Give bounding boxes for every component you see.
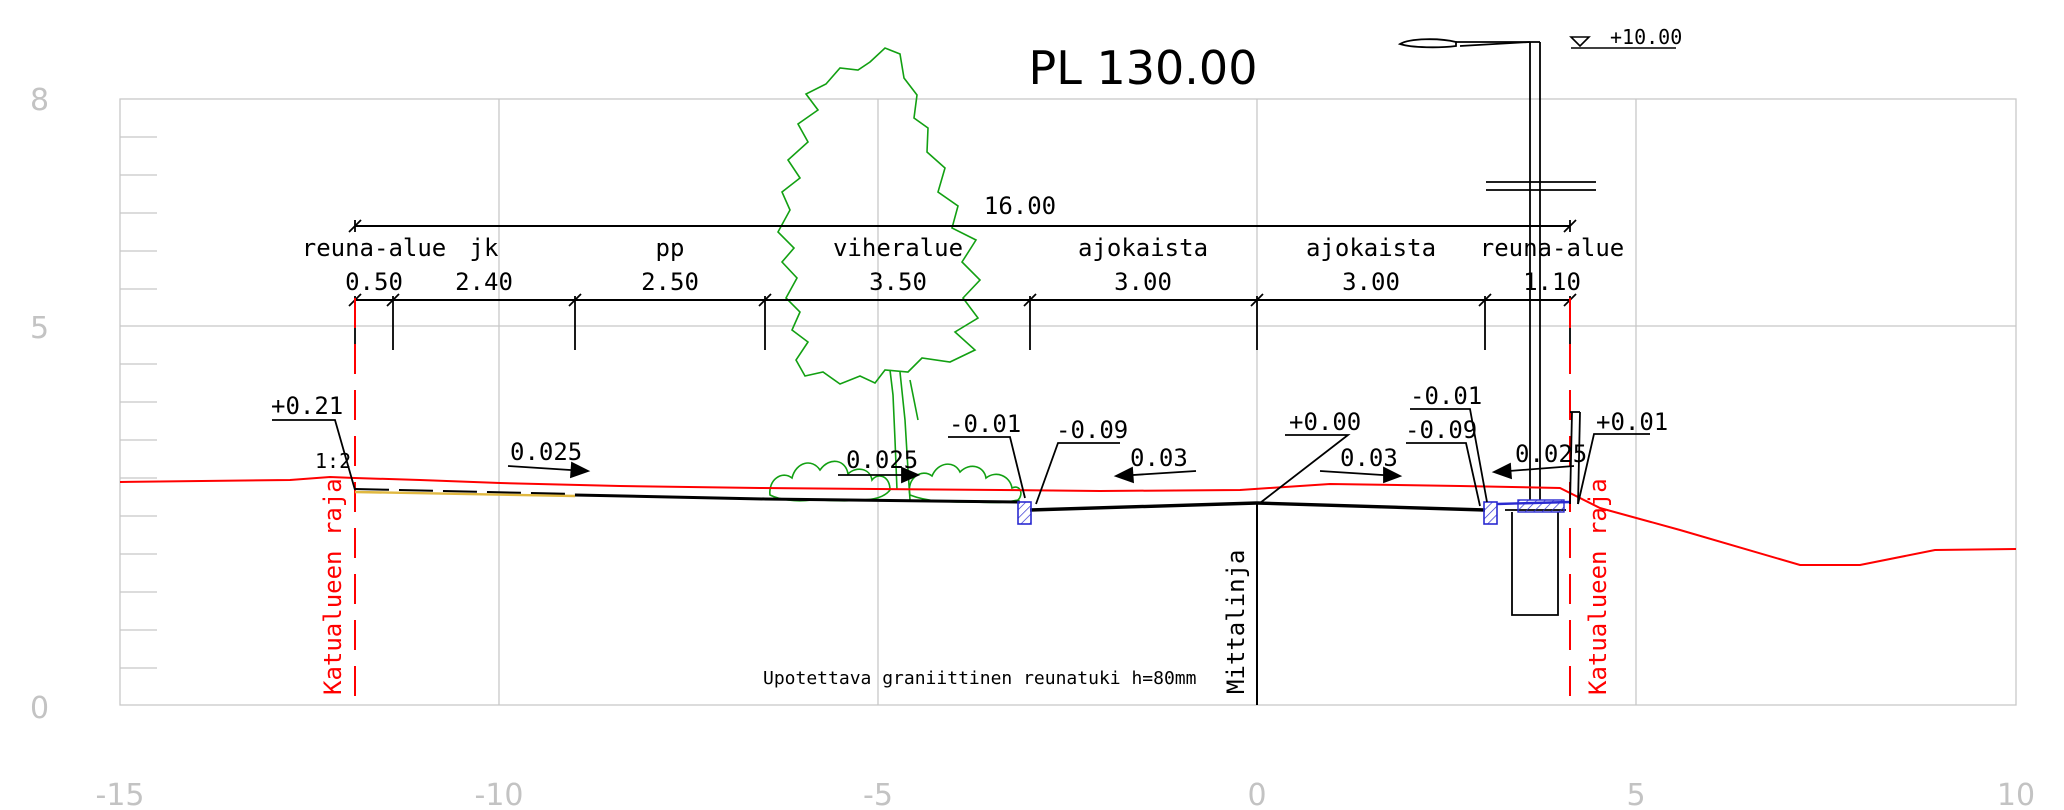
elevation-callouts bbox=[272, 408, 1650, 507]
elevation-marker: +10.00 bbox=[1569, 25, 1682, 49]
curb-left bbox=[1017, 501, 1032, 525]
zone-width-reuna-alue-left: 0.50 bbox=[345, 268, 403, 296]
zone-name-pp: pp bbox=[656, 234, 685, 262]
boundary-label-left: Katualueen raja bbox=[319, 478, 347, 695]
zone-name-reuna-alue-right: reuna-alue bbox=[1480, 234, 1625, 262]
slope-lane-left: 0.03 bbox=[1130, 444, 1188, 472]
minor-ticks bbox=[120, 136, 157, 669]
curb-note: Upotettava graniittinen reunatuki h=80mm bbox=[763, 668, 1196, 689]
zone-width-ajokaista-2: 3.00 bbox=[1342, 268, 1400, 296]
zone-width-pp: 2.50 bbox=[641, 268, 699, 296]
x-axis-labels: -15 -10 -5 0 5 10 bbox=[96, 778, 2036, 810]
elevation-value: +10.00 bbox=[1610, 25, 1682, 49]
elevation-centerline: +0.00 bbox=[1289, 408, 1361, 436]
existing-ground-line bbox=[119, 475, 2017, 566]
zone-width-jk: 2.40 bbox=[455, 268, 513, 296]
elevation-right-edge: +0.01 bbox=[1596, 408, 1668, 436]
slope-lane-right: 0.03 bbox=[1340, 444, 1398, 472]
slope-walkway: 0.025 bbox=[510, 438, 582, 466]
curb-right bbox=[1483, 501, 1498, 525]
dimension-chain: 16.00 reuna-alue jk pp viheralue ajokais… bbox=[302, 192, 1625, 350]
x-tick-m10: -10 bbox=[475, 778, 524, 810]
zone-name-ajokaista-2: ajokaista bbox=[1306, 234, 1436, 262]
y-tick-0: 0 bbox=[30, 691, 49, 726]
y-tick-8: 8 bbox=[30, 83, 49, 118]
x-tick-5: 5 bbox=[1626, 778, 1645, 810]
slope-ratio: 1:2 bbox=[315, 449, 351, 473]
total-width: 16.00 bbox=[984, 192, 1056, 220]
x-tick-m5: -5 bbox=[863, 778, 893, 810]
street-light-icon bbox=[1397, 38, 1596, 616]
x-tick-m15: -15 bbox=[96, 778, 145, 810]
light-foundation-cap bbox=[1517, 499, 1565, 513]
slope-edge-right: 0.025 bbox=[1515, 440, 1587, 468]
zone-name-viheralue: viheralue bbox=[833, 234, 963, 262]
section-title: PL 130.00 bbox=[1029, 41, 1258, 95]
elevation-curb-bottom-left: -0.09 bbox=[1056, 416, 1128, 444]
boundary-label-right: Katualueen raja bbox=[1584, 478, 1612, 695]
zone-width-ajokaista-1: 3.00 bbox=[1114, 268, 1172, 296]
measurement-line-label: Mittalinja bbox=[1222, 550, 1250, 695]
grid bbox=[119, 98, 2017, 706]
zone-width-reuna-alue-right: 1.10 bbox=[1523, 268, 1581, 296]
elevation-curb-top-left: -0.01 bbox=[949, 410, 1021, 438]
y-axis-labels: 8 5 0 bbox=[30, 83, 49, 726]
slope-green: 0.025 bbox=[846, 446, 918, 474]
elevation-curb-top-right: -0.01 bbox=[1410, 382, 1482, 410]
slope-arrows bbox=[507, 461, 1575, 484]
zone-name-reuna-alue-left: reuna-alue bbox=[302, 234, 447, 262]
elevation-curb-bottom-right: -0.09 bbox=[1405, 416, 1477, 444]
x-tick-10: 10 bbox=[1997, 778, 2035, 810]
y-tick-5: 5 bbox=[30, 311, 49, 346]
x-tick-0: 0 bbox=[1247, 778, 1266, 810]
zone-name-ajokaista-1: ajokaista bbox=[1078, 234, 1208, 262]
zone-width-viheralue: 3.50 bbox=[869, 268, 927, 296]
elevation-triangle-icon bbox=[1569, 36, 1591, 48]
zone-name-jk: jk bbox=[470, 234, 499, 262]
elevation-left-edge: +0.21 bbox=[271, 392, 343, 420]
